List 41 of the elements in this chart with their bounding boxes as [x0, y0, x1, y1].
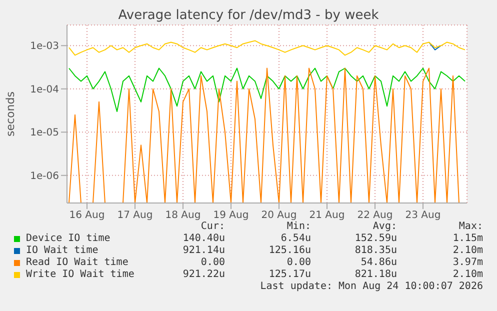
chart-title: Average latency for /dev/md3 - by week [117, 8, 380, 23]
text: 0.00 [200, 257, 225, 268]
x-tick-label: 20 Aug [261, 210, 297, 222]
text: Min: [286, 221, 311, 232]
x-tick-label: 18 Aug [165, 210, 201, 222]
y-tick-label: 1e-06 [30, 170, 59, 182]
line-series [68, 40, 466, 56]
x-tick-label: 16 Aug [69, 210, 105, 222]
text: Max: [458, 221, 483, 232]
text: Avg: [372, 221, 397, 232]
y-axis-title: seconds [4, 91, 17, 136]
text: 0.00 [286, 257, 311, 268]
text: 6.54u [280, 233, 311, 244]
text: 125.17u [268, 269, 311, 280]
text: 921.22u [182, 269, 225, 280]
text: 2.10m [452, 245, 483, 256]
text: Cur: [200, 221, 225, 232]
x-tick-label: 22 Aug [357, 210, 393, 222]
text: 1.15m [452, 233, 483, 244]
text: 818.35u [354, 245, 397, 256]
legend-label: Device IO time [26, 233, 110, 244]
text: 140.40u [182, 233, 225, 244]
legend-label: Write IO Wait time [26, 269, 134, 280]
x-tick-label: 23 Aug [405, 210, 441, 222]
line-series [68, 68, 466, 112]
text: 3.97m [452, 257, 483, 268]
x-tick-label: 19 Aug [213, 210, 249, 222]
text: 125.16u [268, 245, 311, 256]
x-tick-label: 17 Aug [117, 210, 153, 222]
y-tick-label: 1e-03 [30, 41, 59, 52]
text: 2.10m [452, 269, 483, 280]
y-tick-label: 1e-04 [30, 84, 59, 96]
text: Last update: Mon Aug 24 10:00:07 2026 [260, 281, 483, 292]
y-tick-label: 1e-05 [30, 128, 59, 139]
text: 921.14u [182, 245, 225, 256]
legend-label: Read IO Wait time [26, 257, 128, 268]
text: 821.18u [354, 269, 397, 280]
legend-label: IO Wait time [26, 245, 98, 256]
x-tick-label: 21 Aug [309, 210, 345, 222]
text: 54.86u [360, 257, 397, 268]
text: 152.59u [354, 233, 397, 244]
